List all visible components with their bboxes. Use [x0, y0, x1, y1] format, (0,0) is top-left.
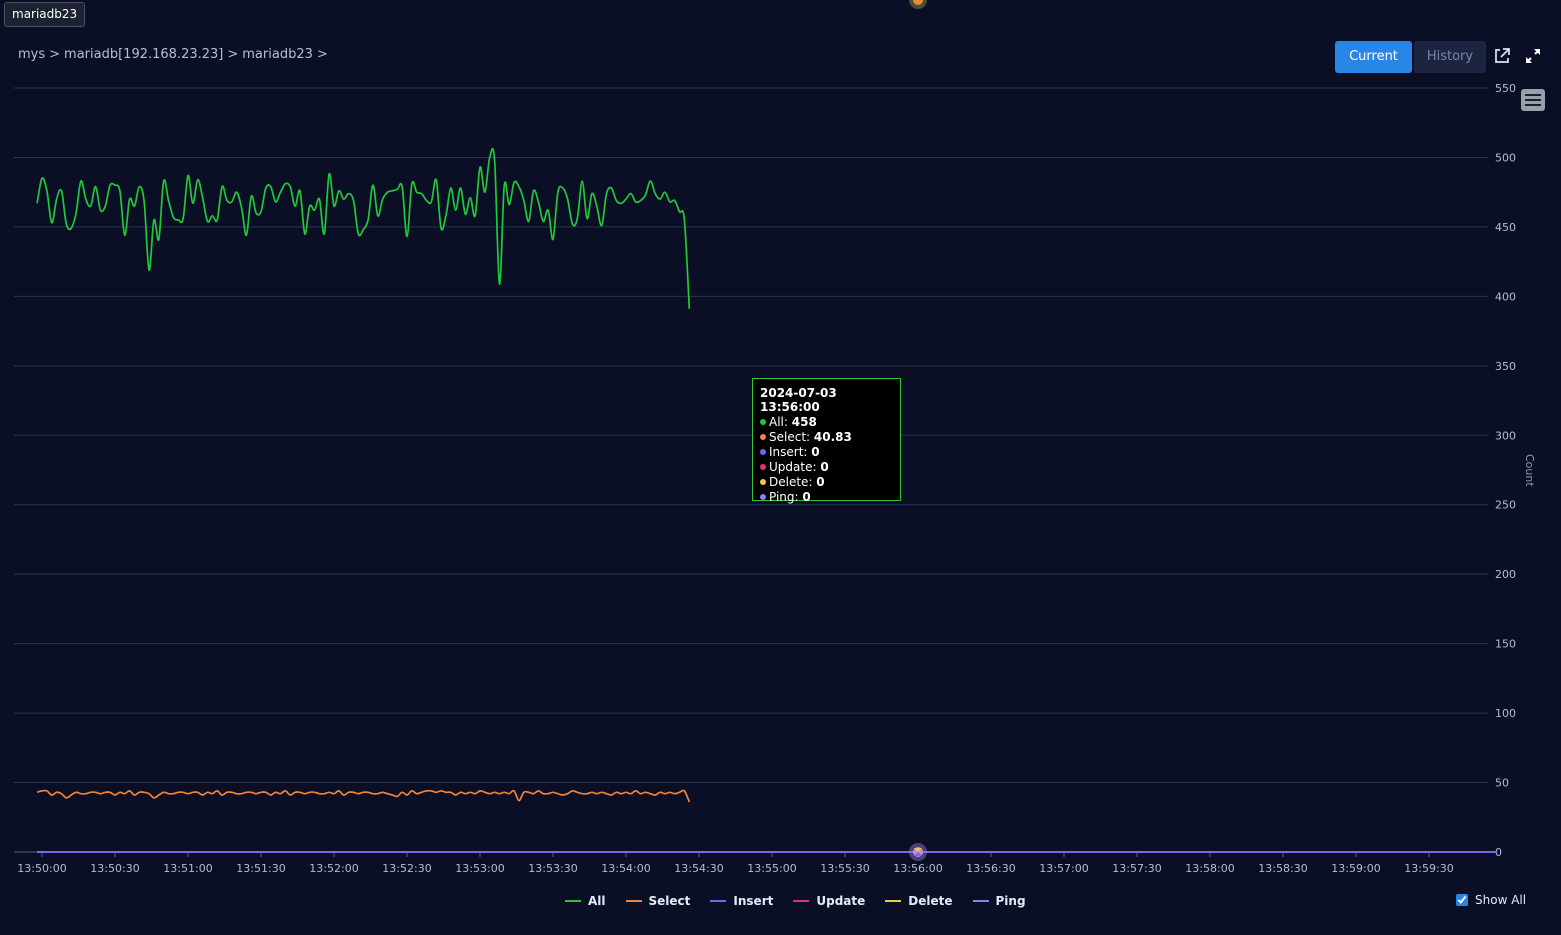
chart-tooltip: 2024-07-03 13:56:00 All: 458 Select: 40.…	[752, 378, 901, 504]
x-tick-label: 13:54:00	[601, 862, 650, 875]
y-tick-label: 50	[1495, 777, 1509, 790]
hamburger-menu-icon[interactable]	[1521, 89, 1545, 111]
breadcrumb-separator: >	[227, 47, 239, 62]
show-all-toggle[interactable]: Show All	[1456, 893, 1526, 907]
x-tick-label: 13:51:00	[163, 862, 212, 875]
y-tick-label: 550	[1495, 82, 1516, 95]
x-tick-label: 13:52:00	[309, 862, 358, 875]
history-button[interactable]: History	[1414, 41, 1486, 73]
x-tick-label: 13:59:30	[1404, 862, 1453, 875]
breadcrumb-item-mariadb23[interactable]: mariadb23	[242, 47, 313, 62]
y-axis-title: Count	[1523, 454, 1536, 487]
y-tick-label: 0	[1495, 846, 1502, 859]
legend-item-insert[interactable]: Insert	[710, 894, 773, 908]
tooltip-row-update: Update: 0	[760, 460, 893, 475]
breadcrumb-separator: >	[49, 47, 61, 62]
legend-item-all[interactable]: All	[565, 894, 606, 908]
legend-item-select[interactable]: Select	[625, 894, 690, 908]
y-tick-label: 350	[1495, 360, 1516, 373]
y-tick-label: 300	[1495, 429, 1516, 442]
tooltip-row-ping: Ping: 0	[760, 490, 893, 505]
x-tick-label: 13:53:00	[455, 862, 504, 875]
x-tick-label: 13:55:30	[820, 862, 869, 875]
x-tick-label: 13:54:30	[674, 862, 723, 875]
y-tick-label: 250	[1495, 499, 1516, 512]
x-tick-label: 13:57:30	[1112, 862, 1161, 875]
y-tick-label: 500	[1495, 151, 1516, 164]
x-tick-label: 13:52:30	[382, 862, 431, 875]
breadcrumb-separator: >	[316, 47, 328, 62]
y-tick-label: 200	[1495, 568, 1516, 581]
chart-legend: All Select Insert Update Delete Ping	[565, 894, 1046, 908]
tooltip-row-delete: Delete: 0	[760, 475, 893, 490]
breadcrumb-item-mys[interactable]: mys	[18, 47, 46, 62]
legend-item-delete[interactable]: Delete	[885, 894, 953, 908]
external-link-icon[interactable]	[1493, 47, 1513, 67]
x-tick-label: 13:50:00	[17, 862, 66, 875]
instance-tag: mariadb23	[4, 2, 86, 27]
legend-item-ping[interactable]: Ping	[972, 894, 1026, 908]
x-tick-label: 13:56:00	[893, 862, 942, 875]
tooltip-row-select: Select: 40.83	[760, 430, 893, 445]
legend-item-update[interactable]: Update	[793, 894, 865, 908]
x-tick-label: 13:50:30	[90, 862, 139, 875]
tooltip-title: 2024-07-03 13:56:00	[760, 386, 837, 414]
show-all-label: Show All	[1475, 893, 1527, 907]
breadcrumb: mys > mariadb[192.168.23.23] > mariadb23 >	[18, 47, 332, 62]
y-tick-label: 450	[1495, 221, 1516, 234]
tooltip-row-all: All: 458	[760, 415, 893, 430]
breadcrumb-item-mariadb-host[interactable]: mariadb[192.168.23.23]	[64, 47, 224, 62]
x-tick-label: 13:57:00	[1039, 862, 1088, 875]
x-tick-label: 13:51:30	[236, 862, 285, 875]
series-line-select	[36, 789, 691, 803]
x-tick-label: 13:53:30	[528, 862, 577, 875]
series-line-all	[36, 147, 691, 309]
highlight-point-ping	[914, 852, 922, 856]
y-tick-label: 150	[1495, 638, 1516, 651]
x-tick-label: 13:55:00	[747, 862, 796, 875]
current-button[interactable]: Current	[1335, 41, 1412, 73]
tooltip-row-insert: Insert: 0	[760, 445, 893, 460]
highlight-point-delete	[914, 848, 922, 852]
x-tick-label: 13:56:30	[966, 862, 1015, 875]
show-all-checkbox[interactable]	[1456, 894, 1468, 906]
x-tick-label: 13:59:00	[1331, 862, 1380, 875]
y-tick-label: 400	[1495, 290, 1516, 303]
y-tick-label: 100	[1495, 707, 1516, 720]
x-tick-label: 13:58:00	[1185, 862, 1234, 875]
x-tick-label: 13:58:30	[1258, 862, 1307, 875]
highlight-point-select	[913, 0, 923, 5]
expand-icon[interactable]	[1524, 47, 1544, 67]
